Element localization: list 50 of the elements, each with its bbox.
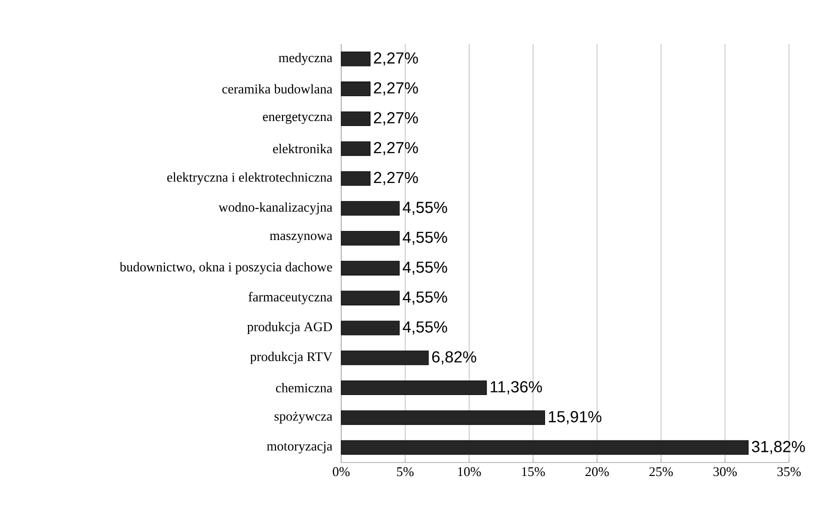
bar [340,111,371,126]
data-label: 2,27% [374,172,418,185]
x-tick-label: 0% [332,466,350,476]
data-label: 2,27% [374,82,418,96]
y-tick-label: produkcja RTV [250,352,332,364]
x-tick-label: 20% [585,466,609,476]
bar [340,320,400,336]
data-label: 2,27% [374,142,418,155]
bar [340,350,429,365]
data-label: 4,55% [402,261,448,275]
x-tick-label: 10% [458,466,481,476]
y-tick-label: elektryczna i elektrotechniczna [167,172,332,184]
data-label: 2,27% [374,112,418,126]
data-label: 4,55% [402,202,448,215]
x-tick-label: 15% [522,466,545,476]
y-tick-label: medyczna [278,52,332,65]
data-label: 4,55% [402,231,448,245]
y-tick-label: budownictwo, okna i poszycia dachowe [120,262,332,274]
bar [340,200,400,216]
bar [340,410,546,425]
x-tick-label: 25% [649,466,673,476]
data-label: 2,27% [374,52,418,66]
data-label: 15,91% [548,410,602,424]
data-label: 4,55% [402,291,448,304]
y-tick-label: wodno-kanalizacyjna [218,202,332,214]
y-tick-label: motoryzacja [266,441,332,454]
y-tick-label: elektronika [273,144,332,154]
data-label: 31,82% [752,440,805,454]
bar [340,171,371,186]
bar [340,380,487,395]
y-tick-label: energetyczna [262,113,332,124]
y-tick-label: maszynowa [270,233,332,243]
bar [340,440,749,455]
y-tick-label: chemiczna [276,382,332,392]
y-tick-label: ceramika budowlana [222,84,332,94]
y-tick-label: produkcja AGD [247,322,332,334]
data-label: 11,36% [490,380,542,394]
y-tick-label: farmaceutyczna [248,292,332,304]
bar [340,141,371,156]
bar [340,230,400,246]
data-label: 4,55% [402,321,448,334]
x-tick-label: 30% [713,466,737,476]
bar [340,260,400,276]
bar [340,290,400,306]
data-label: 6,82% [432,351,476,364]
bar [340,81,371,96]
x-tick-label: 35% [777,466,801,476]
x-tick-label: 5% [397,466,414,476]
y-tick-label: spożywcza [274,412,332,424]
bar [340,51,371,66]
